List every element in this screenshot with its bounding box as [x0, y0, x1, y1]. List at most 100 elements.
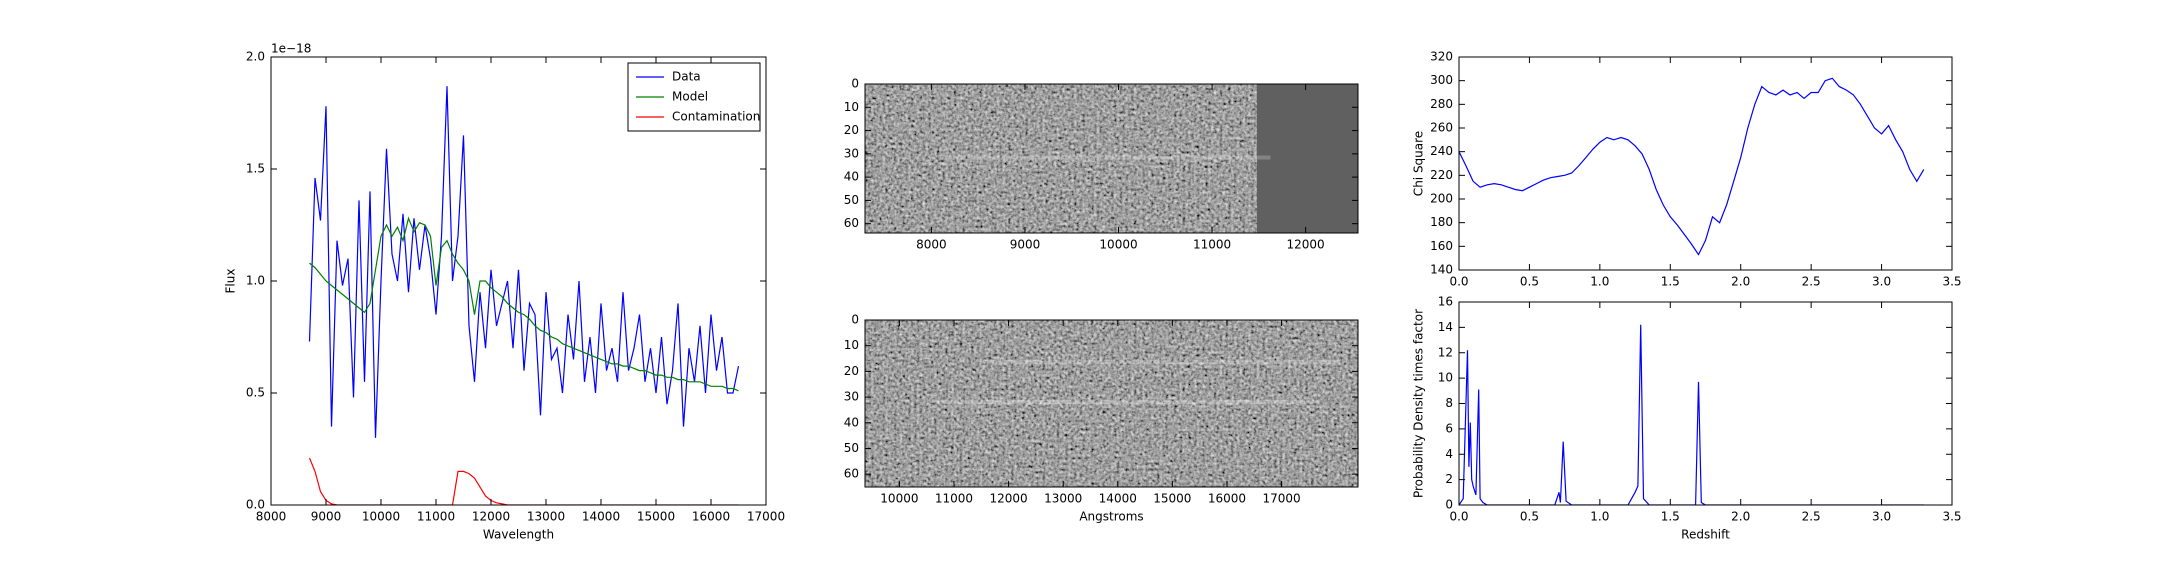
x-tick-label: 11000 — [417, 510, 455, 524]
y-axis-label: Flux — [224, 269, 238, 294]
x-tick-label: 10000 — [1099, 238, 1137, 252]
x-tick-label: 0.5 — [1520, 510, 1539, 524]
x-tick-label: 0.0 — [1449, 275, 1468, 289]
y-axis-label: Probability Density times factor — [1412, 309, 1426, 498]
x-tick-label: 17000 — [1262, 492, 1300, 506]
y-tick-label: 20 — [844, 123, 859, 137]
y-tick-label: 180 — [1430, 215, 1453, 229]
series-line — [1459, 77, 1925, 256]
y-tick-label: 320 — [1430, 50, 1453, 64]
y-tick-label: 12 — [1438, 345, 1453, 359]
x-tick-label: 3.5 — [1942, 510, 1961, 524]
y-tick-label: 200 — [1430, 192, 1453, 206]
y-tick-label: 0 — [1445, 498, 1453, 512]
subplot: 0.0 0.5 1.0 1.5 2.0 2.5 3.0 3.5 0 2 4 6 8 10 12 14 16 Red… — [1412, 295, 1962, 542]
x-tick-label: 15000 — [1153, 492, 1191, 506]
x-tick-label: 16000 — [692, 510, 730, 524]
y-tick-label: 260 — [1430, 121, 1453, 135]
y-tick-label: 20 — [844, 364, 859, 378]
y-tick-label: 40 — [844, 170, 859, 184]
axes-frame — [1458, 301, 1953, 506]
y-tick-label: 4 — [1445, 447, 1453, 461]
y-tick-label: 300 — [1430, 73, 1453, 87]
y-tick-label: 0 — [851, 313, 859, 327]
legend-label: Contamination — [672, 110, 760, 124]
y-tick-label: 160 — [1430, 239, 1453, 253]
trace — [945, 155, 1271, 160]
x-tick-label: 10000 — [880, 492, 918, 506]
y-tick-label: 0 — [851, 77, 859, 91]
axes-frame — [1458, 56, 1953, 271]
x-tick-label: 10000 — [362, 510, 400, 524]
x-tick-label: 12000 — [1287, 238, 1325, 252]
y-tick-label: 50 — [844, 441, 859, 455]
y-tick-label: 2.0 — [246, 50, 265, 64]
x-tick-label: 12000 — [989, 492, 1027, 506]
x-tick-label: 11000 — [1193, 238, 1231, 252]
x-tick-label: 13000 — [527, 510, 565, 524]
x-tick-label: 2.0 — [1731, 510, 1750, 524]
x-tick-label: 11000 — [935, 492, 973, 506]
y-tick-label: 16 — [1438, 295, 1453, 309]
x-tick-label: 16000 — [1208, 492, 1246, 506]
x-tick-label: 14000 — [582, 510, 620, 524]
x-tick-label: 8000 — [916, 238, 947, 252]
y-tick-label: 1.5 — [246, 162, 265, 176]
x-axis-label: Redshift — [1681, 528, 1730, 542]
y-tick-label: 240 — [1430, 144, 1453, 158]
y-tick-label: 10 — [1438, 371, 1453, 385]
x-tick-label: 8000 — [256, 510, 287, 524]
y-tick-label: 30 — [844, 146, 859, 160]
x-tick-label: 0.5 — [1520, 275, 1539, 289]
x-axis-label: Wavelength — [483, 528, 554, 542]
subplot: 0.0 0.5 1.0 1.5 2.0 2.5 3.0 3.5 140 160 180 200 220 2… — [1412, 50, 1962, 289]
series-line — [308, 457, 739, 505]
x-tick-label: 0.0 — [1449, 510, 1468, 524]
x-tick-label: 3.5 — [1942, 275, 1961, 289]
y-tick-label: 60 — [844, 467, 859, 481]
x-tick-label: 1.5 — [1661, 275, 1680, 289]
y-tick-label: 6 — [1445, 421, 1453, 435]
spectrum-image — [865, 320, 1358, 487]
x-tick-label: 2.5 — [1802, 275, 1821, 289]
y-tick-label: 60 — [844, 216, 859, 230]
empty-region — [1256, 84, 1358, 233]
y-tick-label: 0.0 — [246, 498, 265, 512]
y-tick-label: 30 — [844, 390, 859, 404]
y-tick-label: 140 — [1430, 263, 1453, 277]
y-tick-label: 220 — [1430, 168, 1453, 182]
x-tick-label: 15000 — [637, 510, 675, 524]
trace — [985, 360, 1340, 365]
y-axis-label: Chi Square — [1412, 131, 1426, 196]
y-tick-label: 2 — [1445, 472, 1453, 486]
x-tick-label: 1.5 — [1661, 510, 1680, 524]
legend-label: Data — [672, 70, 701, 84]
trace — [935, 400, 1320, 405]
y-tick-label: 8 — [1445, 396, 1453, 410]
x-tick-label: 1.0 — [1590, 275, 1609, 289]
x-tick-label: 3.0 — [1872, 510, 1891, 524]
y-tick-label: 10 — [844, 338, 859, 352]
x-tick-label: 9000 — [1010, 238, 1041, 252]
y-tick-label: 14 — [1438, 320, 1453, 334]
x-tick-label: 3.0 — [1872, 275, 1891, 289]
subplot: 8000 9000 10000 11000 12000 0 10 20 30 40 50 60 — [844, 77, 1359, 252]
x-tick-label: 13000 — [1044, 492, 1082, 506]
x-tick-label: 1.0 — [1590, 510, 1609, 524]
x-tick-label: 17000 — [747, 510, 785, 524]
y-tick-label: 280 — [1430, 97, 1453, 111]
subplot: 8000 9000 10000 11000 12000 13000 14000 15000 16… — [224, 42, 786, 542]
y-tick-label: 0.5 — [246, 386, 265, 400]
legend: Data Model Contamination — [627, 62, 761, 132]
series-line — [1459, 324, 1924, 505]
series-line — [309, 216, 739, 392]
axes-frame — [864, 83, 1359, 234]
x-tick-label: 2.0 — [1731, 275, 1750, 289]
y-tick-label: 50 — [844, 193, 859, 207]
y-tick-label: 40 — [844, 415, 859, 429]
x-tick-label: 9000 — [311, 510, 342, 524]
x-axis-label: Angstroms — [1079, 510, 1143, 524]
axes-frame — [864, 319, 1359, 488]
y-tick-label: 10 — [844, 100, 859, 114]
